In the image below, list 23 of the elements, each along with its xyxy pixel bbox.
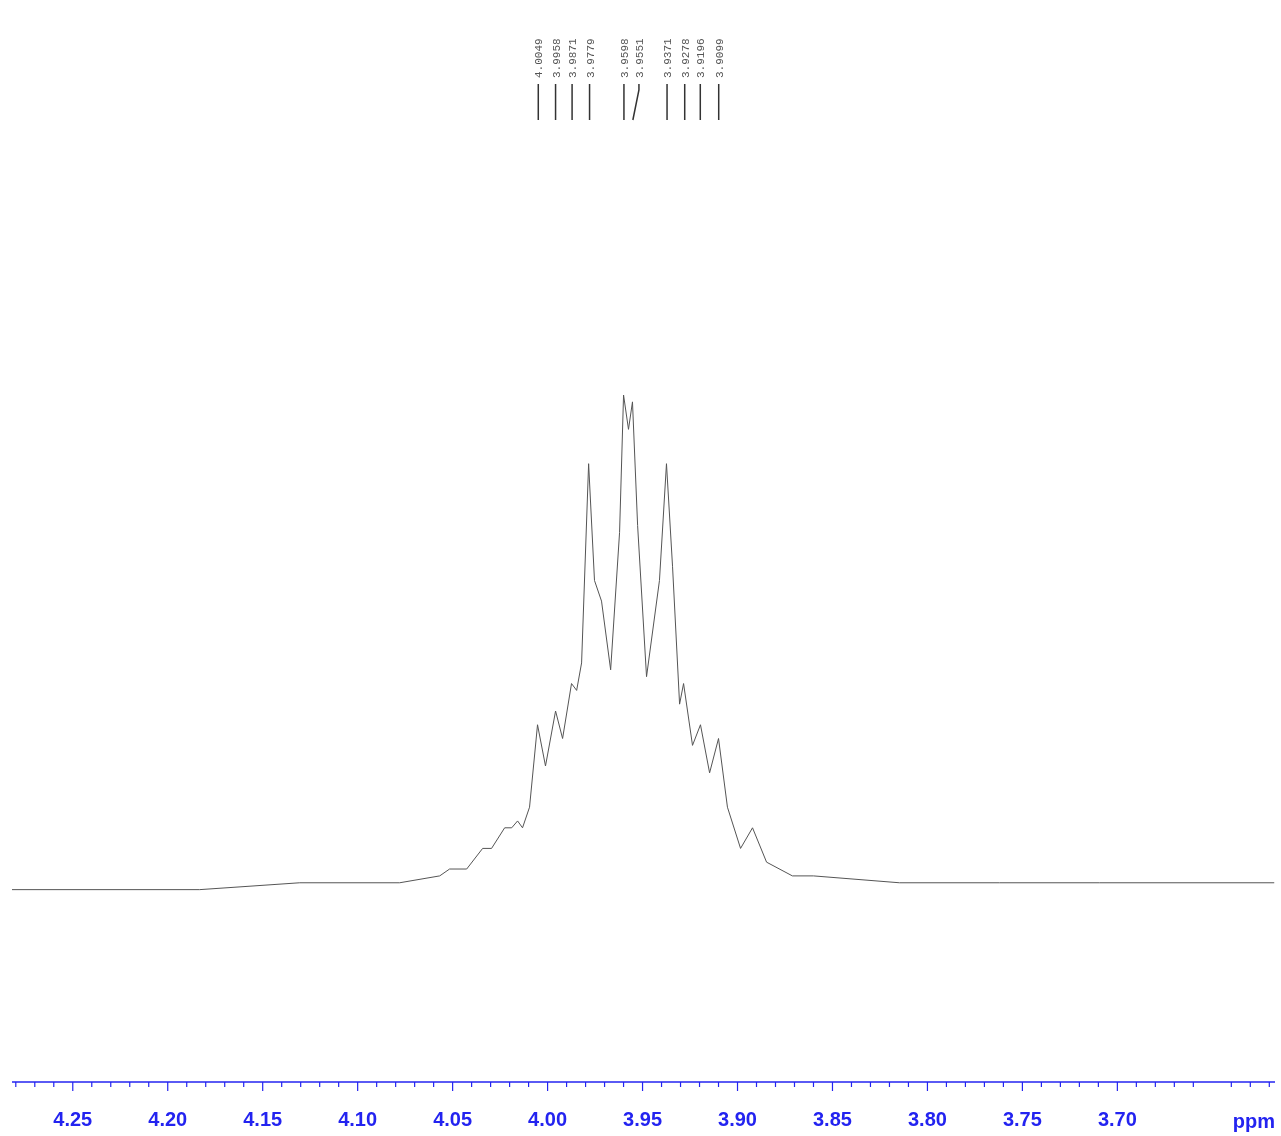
x-tick-label: 4.10 (338, 1108, 378, 1130)
annotation: 4.0049 (533, 38, 546, 78)
x-tick-label: 3.90 (718, 1108, 757, 1130)
annotation: 3.9871 (567, 37, 580, 78)
x-tick-label: 4.05 (433, 1108, 473, 1130)
x-tick-label: 3.95 (623, 1108, 663, 1130)
x-tick-label: 4.15 (243, 1108, 283, 1130)
annotation: 3.9196 (695, 38, 708, 78)
x-tick-label: 4.25 (53, 1108, 93, 1130)
x-axis-title: ppm (1232, 1110, 1275, 1132)
annotation: 3.9598 (618, 38, 631, 78)
x-tick-label: 3.80 (907, 1108, 947, 1130)
annotation: 3.9958 (550, 38, 563, 78)
x-tick-label: 4.00 (528, 1108, 568, 1130)
annotation: 3.9779 (584, 38, 597, 78)
annotation: 3.9278 (679, 38, 692, 78)
annotation: 3.9551 (633, 37, 646, 78)
x-tick-label: 4.20 (148, 1108, 188, 1130)
x-tick-label: 3.70 (1097, 1108, 1137, 1130)
x-tick-label: 3.75 (1002, 1108, 1042, 1130)
annotation: 3.9099 (713, 38, 726, 78)
annotation: 3.9371 (662, 37, 675, 78)
x-tick-label: 3.85 (813, 1108, 852, 1130)
